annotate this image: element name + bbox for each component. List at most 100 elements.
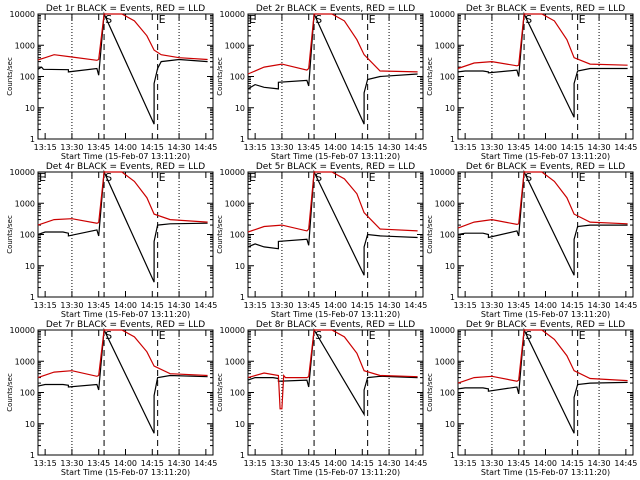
x-tick-label: 14:30 <box>168 143 191 152</box>
x-axis-label: Start Time (15-Feb-07 13:11:20) <box>271 468 400 477</box>
x-tick-label: 14:30 <box>588 143 611 152</box>
x-tick-label: 14:45 <box>614 143 637 152</box>
marker-label: S <box>525 171 532 184</box>
lld-series-line <box>457 13 628 70</box>
plot-frame <box>37 171 214 298</box>
y-tick-label: 10 <box>235 104 245 113</box>
panel: 1 10 100 1000 10000 13:15 13:30 13:45 14:00 14:15… <box>6 320 217 477</box>
y-tick-label: 100 <box>230 73 245 82</box>
y-axis-label: Counts/sec <box>426 373 434 412</box>
lld-series-line <box>37 329 208 379</box>
panel-title: Det 2r BLACK = Events, RED = LLD <box>256 4 415 14</box>
panel: 1 10 100 1000 10000 13:15 13:30 13:45 14:00 14:15… <box>216 320 427 477</box>
y-tick-label: 1000 <box>435 357 455 366</box>
panel-title: Det 3r BLACK = Events, RED = LLD <box>466 4 625 14</box>
y-tick-label: 10 <box>25 262 35 271</box>
x-tick-label: 14:45 <box>404 459 427 468</box>
plot-frame <box>457 171 634 298</box>
panel: 1 10 100 1000 10000 13:15 13:30 13:45 14:00 14:15… <box>6 162 217 319</box>
lld-series-line <box>37 171 208 226</box>
x-tick-label: 14:15 <box>351 301 374 310</box>
panel: 1 10 100 1000 10000 13:15 13:30 13:45 14:00 14:15… <box>6 4 217 161</box>
x-tick-label: 14:30 <box>588 301 611 310</box>
y-tick-label: 10000 <box>220 10 245 19</box>
x-axis-label: Start Time (15-Feb-07 13:11:20) <box>481 152 610 161</box>
plot-frame <box>247 329 424 456</box>
lld-series-line <box>457 329 628 384</box>
events-series-line <box>37 169 208 283</box>
plot-frame <box>37 13 214 140</box>
x-tick-label: 14:15 <box>561 301 584 310</box>
y-axis-label: Counts/sec <box>216 57 224 96</box>
marker-label: S <box>315 171 322 184</box>
events-series-line <box>247 13 418 125</box>
x-tick-label: 13:15 <box>454 143 477 152</box>
x-tick-label: 14:45 <box>194 301 217 310</box>
x-tick-label: 14:15 <box>141 459 164 468</box>
x-axis-label: Start Time (15-Feb-07 13:11:20) <box>61 152 190 161</box>
y-tick-label: 1000 <box>435 199 455 208</box>
x-tick-label: 13:15 <box>454 301 477 310</box>
events-series-line <box>457 169 628 276</box>
x-tick-label: 13:30 <box>60 143 83 152</box>
plot-frame <box>457 329 634 456</box>
x-tick-label: 14:15 <box>561 143 584 152</box>
x-tick-label: 14:00 <box>324 143 347 152</box>
y-tick-label: 1000 <box>15 199 35 208</box>
y-tick-label: 10000 <box>430 168 455 177</box>
marker-label: E <box>369 329 376 342</box>
panel-title: Det 9r BLACK = Events, RED = LLD <box>466 320 625 330</box>
y-tick-label: 1 <box>450 293 455 302</box>
y-tick-label: 10000 <box>10 168 35 177</box>
x-tick-label: 13:45 <box>507 143 530 152</box>
x-tick-label: 13:30 <box>270 459 293 468</box>
y-tick-label: 1 <box>30 135 35 144</box>
x-tick-label: 14:45 <box>404 301 427 310</box>
x-axis-label: Start Time (15-Feb-07 13:11:20) <box>271 310 400 319</box>
marker-label: E <box>579 13 586 26</box>
y-axis-label: Counts/sec <box>216 215 224 254</box>
y-tick-label: 1 <box>30 451 35 460</box>
marker-label: S <box>525 13 532 26</box>
x-tick-label: 13:15 <box>454 459 477 468</box>
y-tick-label: 100 <box>20 389 35 398</box>
y-axis-label: Counts/sec <box>6 215 14 254</box>
y-tick-label: 1000 <box>225 357 245 366</box>
y-tick-label: 100 <box>230 231 245 240</box>
events-series-line <box>247 169 418 276</box>
y-axis-label: Counts/sec <box>426 215 434 254</box>
y-tick-label: 1 <box>240 451 245 460</box>
marker-label: E <box>369 13 376 26</box>
panel-title: Det 1r BLACK = Events, RED = LLD <box>46 4 205 14</box>
y-tick-label: 10000 <box>10 326 35 335</box>
y-tick-label: 10 <box>235 420 245 429</box>
x-tick-label: 14:30 <box>168 459 191 468</box>
x-tick-label: 14:00 <box>114 459 137 468</box>
lld-series-line <box>247 171 418 233</box>
x-tick-label: 14:15 <box>561 459 584 468</box>
lld-series-line <box>247 13 418 75</box>
y-tick-label: 10000 <box>220 326 245 335</box>
y-tick-label: 1000 <box>435 41 455 50</box>
x-tick-label: 14:00 <box>114 143 137 152</box>
y-tick-label: 100 <box>20 73 35 82</box>
events-series-line <box>37 327 208 434</box>
y-axis-label: Counts/sec <box>6 373 14 412</box>
panel-title: Det 5r BLACK = Events, RED = LLD <box>256 162 415 172</box>
x-axis-label: Start Time (15-Feb-07 13:11:20) <box>271 152 400 161</box>
marker-label: E <box>579 171 586 184</box>
x-tick-label: 13:45 <box>507 301 530 310</box>
lld-series-line <box>247 329 418 410</box>
y-tick-label: 10 <box>445 420 455 429</box>
y-tick-label: 1000 <box>225 199 245 208</box>
y-tick-label: 1 <box>30 293 35 302</box>
events-series-line <box>457 327 628 434</box>
x-tick-label: 14:00 <box>324 301 347 310</box>
x-tick-label: 13:30 <box>270 143 293 152</box>
x-tick-label: 13:15 <box>244 459 267 468</box>
y-tick-label: 10 <box>235 262 245 271</box>
x-tick-label: 13:15 <box>34 459 57 468</box>
x-tick-label: 14:45 <box>614 301 637 310</box>
marker-label: S <box>105 171 112 184</box>
